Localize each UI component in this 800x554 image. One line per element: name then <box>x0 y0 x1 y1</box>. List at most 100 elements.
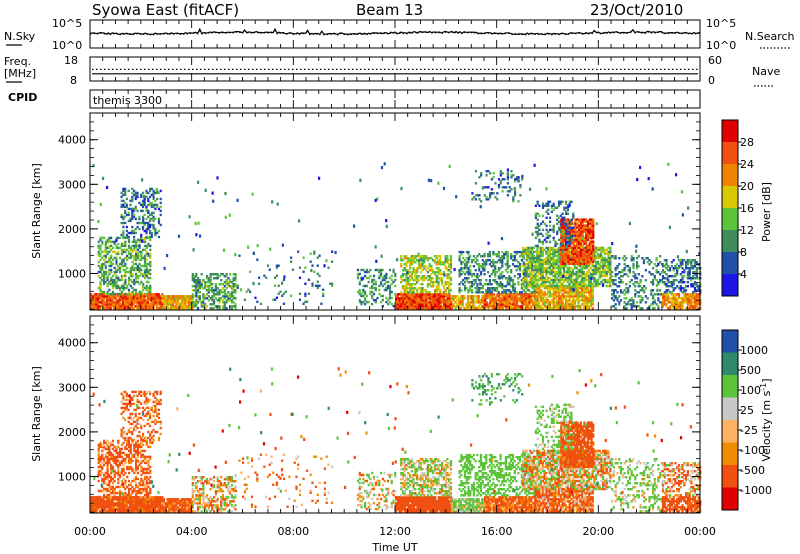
data-cell <box>90 295 93 298</box>
data-cell <box>469 255 472 258</box>
data-cell <box>514 194 517 197</box>
data-cell <box>628 271 631 274</box>
data-cell <box>563 226 566 229</box>
data-cell <box>529 250 532 254</box>
data-cell <box>433 259 437 262</box>
data-cell <box>522 263 525 266</box>
data-cell <box>574 220 577 223</box>
data-cell <box>133 215 136 219</box>
data-cell <box>234 305 237 308</box>
data-cell <box>120 242 123 246</box>
data-cell <box>388 284 392 288</box>
data-cell <box>425 295 428 298</box>
data-cell <box>548 284 551 288</box>
data-cell <box>230 287 233 290</box>
data-cell <box>506 277 509 280</box>
data-cell <box>461 299 464 302</box>
data-cell <box>385 272 388 276</box>
data-cell <box>479 271 483 274</box>
data-cell <box>403 269 406 272</box>
data-cell <box>101 240 104 244</box>
data-cell <box>545 224 548 228</box>
data-cell <box>556 222 559 226</box>
data-cell <box>416 267 419 270</box>
data-cell <box>552 274 555 278</box>
data-cell <box>234 297 237 300</box>
data-cell <box>136 303 139 306</box>
data-cell <box>131 215 134 219</box>
data-cell <box>602 250 605 254</box>
data-cell <box>692 305 695 308</box>
data-cell <box>557 238 561 242</box>
data-cell <box>574 250 577 253</box>
data-cell <box>467 281 470 284</box>
data-cell <box>552 254 555 258</box>
data-cell <box>586 305 589 308</box>
data-cell <box>156 231 159 235</box>
data-cell <box>570 240 574 243</box>
data-cell <box>159 197 162 201</box>
data-cell <box>204 281 207 284</box>
data-cell <box>644 279 647 282</box>
data-cell <box>590 240 593 243</box>
data-cell <box>550 287 553 290</box>
data-cell <box>499 285 502 288</box>
data-cell <box>441 307 444 310</box>
data-cell <box>531 276 534 280</box>
data-cell <box>548 268 551 272</box>
data-cell <box>136 268 139 272</box>
data-cell <box>149 254 152 258</box>
data-cell <box>115 256 118 260</box>
data-cell <box>581 295 584 298</box>
data-cell <box>559 301 562 304</box>
data-cell <box>495 281 499 284</box>
data-cell <box>129 270 132 274</box>
data-cell <box>428 299 431 302</box>
data-cell <box>392 304 395 308</box>
data-cell <box>435 303 439 306</box>
data-cell <box>316 272 319 276</box>
data-cell <box>99 238 102 242</box>
data-cell <box>229 299 232 302</box>
data-cell <box>179 305 182 308</box>
data-cell <box>216 275 219 278</box>
data-cell <box>524 250 527 254</box>
data-cell <box>490 291 493 294</box>
data-cell <box>511 287 515 290</box>
data-cell <box>563 262 566 265</box>
data-cell <box>559 200 562 204</box>
data-cell <box>665 305 668 308</box>
data-cell <box>623 293 626 296</box>
data-cell <box>220 291 223 294</box>
data-cell <box>538 254 541 258</box>
data-cell <box>579 242 582 245</box>
data-cell <box>580 276 583 280</box>
data-cell <box>579 222 582 225</box>
data-cell <box>582 282 585 286</box>
data-cell <box>508 289 511 292</box>
data-cell <box>485 198 488 201</box>
data-cell <box>494 273 497 276</box>
data-cell <box>525 262 528 266</box>
data-cell <box>434 305 437 308</box>
data-cell <box>552 208 555 212</box>
data-cell <box>492 265 495 268</box>
data-cell <box>545 228 548 232</box>
data-cell <box>138 254 141 258</box>
data-cell <box>458 289 461 292</box>
data-cell <box>145 191 148 195</box>
data-cell <box>104 242 107 246</box>
data-cell <box>567 252 570 255</box>
data-cell <box>141 297 144 300</box>
data-cell <box>414 283 417 286</box>
data-cell <box>463 295 466 298</box>
data-cell <box>536 284 539 288</box>
data-cell <box>184 301 187 304</box>
data-cell <box>145 292 148 296</box>
data-cell <box>555 248 559 252</box>
data-cell <box>410 285 413 288</box>
data-cell <box>588 295 591 298</box>
data-cell <box>581 248 584 251</box>
data-cell <box>607 246 610 250</box>
data-cell <box>541 293 545 296</box>
